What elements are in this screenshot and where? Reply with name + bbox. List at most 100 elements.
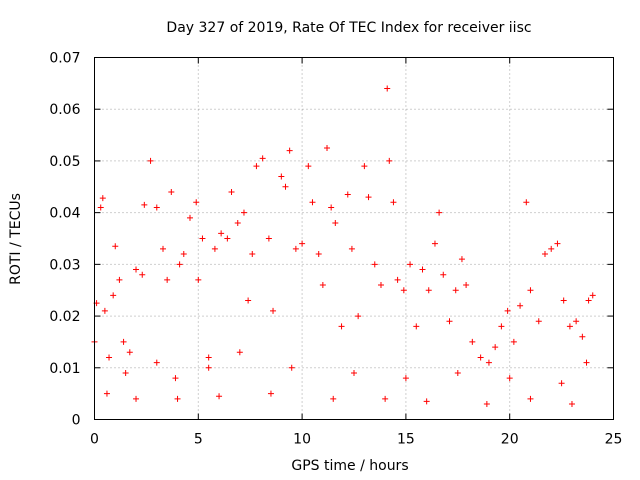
data-point [498,323,505,330]
data-point [193,199,200,206]
chart-title: Day 327 of 2019, Rate Of TEC Index for r… [166,20,531,36]
data-point [253,163,260,170]
data-point [579,333,586,340]
data-point [371,261,378,268]
x-tick-label: 25 [605,432,623,448]
data-point [566,323,573,330]
y-tick-label: 0.06 [49,102,80,118]
data-point [133,395,140,402]
data-point [431,240,438,247]
data-point [423,398,430,405]
data-point [394,276,401,283]
data-point [390,199,397,206]
data-point [492,344,499,351]
data-point [338,323,345,330]
data-point [355,313,362,320]
data-point [407,261,414,268]
data-point [126,349,133,356]
data-point [228,188,235,195]
data-point [419,266,426,273]
data-point [199,235,206,242]
data-point [195,276,202,283]
data-point [292,245,299,252]
x-tick-label: 5 [194,432,203,448]
data-point [402,375,409,382]
data-point [205,364,212,371]
data-point [440,271,447,278]
data-point [205,354,212,361]
data-point [259,155,266,162]
data-point [249,251,256,258]
data-point [288,364,295,371]
data-point [99,195,106,202]
data-point [413,323,420,330]
data-point [454,369,461,376]
data-marks [91,85,596,407]
data-point [535,318,542,325]
data-point [97,204,104,211]
data-point [348,245,355,252]
data-point [469,338,476,345]
data-point [120,338,127,345]
data-point [458,256,465,263]
data-point [554,240,561,247]
data-point [147,157,154,164]
data-point [186,214,193,221]
data-point [305,163,312,170]
data-point [216,393,223,400]
data-point [573,318,580,325]
data-point [436,209,443,216]
y-axis-label: ROTI / TECUs [8,193,24,285]
data-point [589,292,596,299]
data-point [361,163,368,170]
data-point [110,292,117,299]
data-point [483,400,490,407]
data-point [160,245,167,252]
axis-ticks: 0 5 10 15 20 25 0 0.01 0.02 0.03 0.04 0.05 0.06 0.07 [49,51,622,448]
data-point [463,282,470,289]
data-point [139,271,146,278]
data-point [172,375,179,382]
data-point [365,194,372,201]
data-point [282,183,289,190]
x-tick-label: 15 [397,432,415,448]
data-point [377,282,384,289]
y-tick-label: 0.04 [49,206,80,222]
data-point [234,219,241,226]
data-point [240,209,247,216]
data-point [309,199,316,206]
data-point [384,85,391,92]
data-point [218,230,225,237]
data-point [270,307,277,314]
data-point [278,173,285,180]
x-tick-label: 0 [90,432,99,448]
data-point [236,349,243,356]
data-point [103,390,110,397]
data-point [112,243,119,250]
data-point [133,266,140,273]
data-point [504,307,511,314]
data-point [585,297,592,304]
data-point [485,359,492,366]
plot-frame [94,57,614,420]
data-point [344,191,351,198]
data-point [560,297,567,304]
data-point [558,380,565,387]
data-point [153,359,160,366]
data-point [174,395,181,402]
data-point [106,354,113,361]
data-point [176,261,183,268]
data-point [315,251,322,258]
data-point [168,188,175,195]
data-point [583,359,590,366]
data-point [328,204,335,211]
data-point [245,297,252,304]
data-point [286,147,293,154]
data-point [548,245,555,252]
data-point [319,282,326,289]
data-point [330,395,337,402]
data-point [267,390,274,397]
data-point [400,287,407,294]
x-axis-label: GPS time / hours [291,458,408,474]
